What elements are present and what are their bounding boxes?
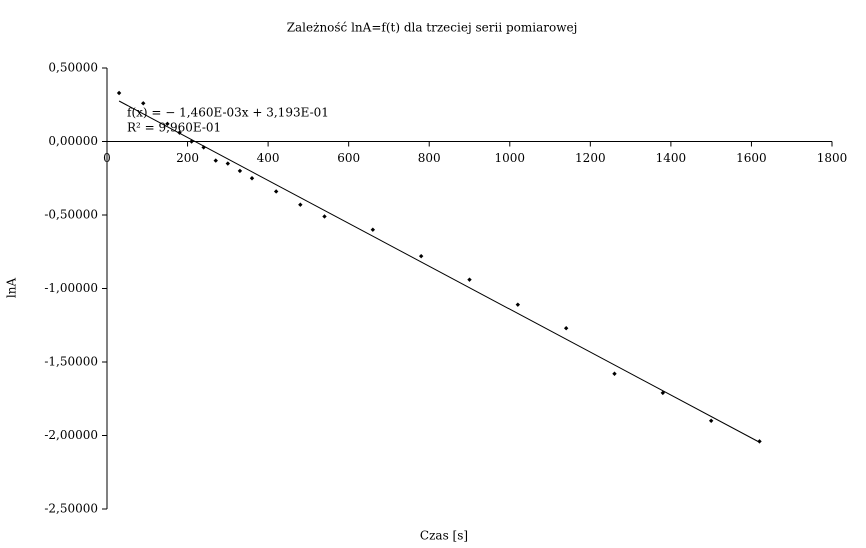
x-axis-label: Czas [s] — [420, 529, 468, 543]
y-axis-label: lnA — [5, 278, 19, 299]
trendline-r-squared: R² = 9,960E-01 — [127, 121, 221, 135]
point — [757, 439, 762, 444]
point — [141, 101, 146, 106]
point — [116, 90, 122, 96]
point — [612, 371, 617, 376]
point — [298, 202, 303, 207]
y-tick-label: -1,00000 — [44, 281, 98, 295]
point — [249, 176, 255, 181]
point — [237, 168, 243, 174]
point — [213, 158, 218, 163]
point — [563, 325, 569, 331]
point — [177, 130, 182, 135]
x-tick-label: 0 — [103, 151, 111, 165]
point — [273, 189, 279, 194]
x-tick-label: 800 — [418, 151, 441, 165]
trendline-equation: f(x) = − 1,460E-03x + 3,193E-01 — [127, 106, 329, 120]
point — [165, 121, 170, 127]
x-tick-label: 400 — [257, 151, 280, 165]
point — [370, 227, 376, 232]
x-tick-label: 600 — [337, 151, 360, 165]
x-tick-label: 1600 — [736, 151, 767, 165]
point — [189, 139, 194, 144]
x-tick-label: 1000 — [495, 151, 526, 165]
chart-title: Zależność lnA=f(t) dla trzeciej serii po… — [287, 21, 578, 35]
point — [225, 161, 231, 166]
y-tick-label: -0,50000 — [44, 208, 98, 222]
y-tick-label: 0,00000 — [48, 134, 98, 148]
point — [708, 418, 714, 423]
point — [660, 390, 666, 396]
x-tick-label: 200 — [176, 151, 199, 165]
trendline — [118, 100, 760, 443]
y-tick-label: 0,50000 — [48, 61, 98, 75]
y-tick-label: -2,00000 — [44, 428, 98, 442]
y-tick-label: -2,50000 — [44, 502, 98, 516]
point — [322, 214, 327, 219]
x-tick-label: 1400 — [656, 151, 687, 165]
point — [515, 302, 521, 307]
x-tick-label: 1800 — [817, 151, 848, 165]
x-tick-label: 1200 — [575, 151, 606, 165]
point — [467, 277, 472, 282]
point — [201, 145, 206, 150]
y-tick-label: -1,50000 — [44, 355, 98, 369]
point — [418, 253, 424, 259]
